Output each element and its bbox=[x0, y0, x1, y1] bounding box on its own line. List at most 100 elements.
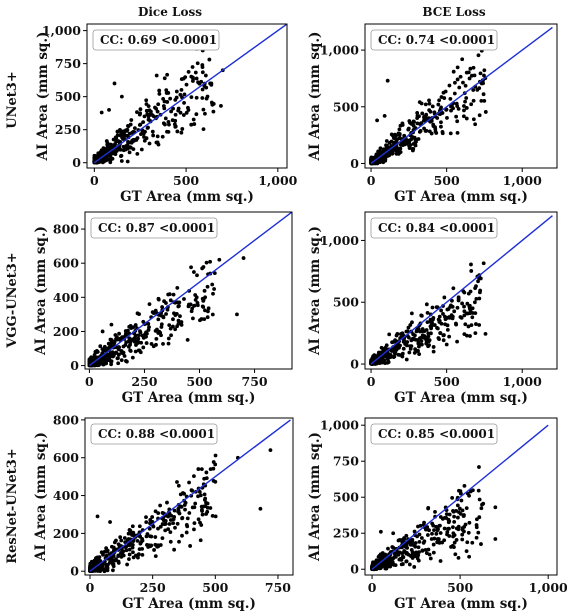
data-point bbox=[198, 520, 202, 525]
data-point bbox=[405, 340, 410, 344]
data-point bbox=[471, 65, 476, 70]
data-point bbox=[425, 310, 430, 315]
data-point bbox=[217, 257, 222, 262]
data-point bbox=[444, 342, 449, 347]
data-point bbox=[161, 314, 165, 319]
data-point bbox=[450, 304, 455, 309]
data-point bbox=[416, 349, 420, 353]
data-point bbox=[471, 88, 476, 92]
data-point bbox=[157, 88, 162, 93]
data-point bbox=[189, 95, 194, 100]
data-point bbox=[184, 82, 189, 87]
data-point bbox=[176, 321, 181, 326]
data-point bbox=[200, 87, 205, 92]
data-point bbox=[128, 122, 133, 127]
data-point bbox=[88, 561, 93, 566]
x-tick-label: 0 bbox=[90, 173, 99, 188]
data-point bbox=[122, 354, 127, 358]
data-point bbox=[451, 508, 455, 513]
data-point bbox=[169, 109, 174, 114]
data-point bbox=[126, 328, 130, 333]
x-tick-label: 0 bbox=[368, 580, 377, 595]
data-point bbox=[156, 526, 160, 531]
data-point bbox=[452, 91, 457, 96]
data-point bbox=[453, 80, 457, 85]
data-point bbox=[235, 312, 239, 317]
data-point bbox=[156, 511, 161, 516]
data-point bbox=[137, 123, 142, 127]
data-point bbox=[212, 271, 217, 276]
data-point bbox=[185, 516, 190, 521]
data-point bbox=[211, 109, 216, 114]
data-point bbox=[201, 298, 206, 303]
data-point bbox=[144, 341, 149, 345]
data-point bbox=[474, 296, 479, 301]
data-point bbox=[468, 66, 473, 71]
data-point bbox=[258, 506, 263, 511]
data-point bbox=[105, 568, 110, 573]
data-point bbox=[127, 527, 132, 532]
data-point bbox=[131, 555, 136, 560]
data-point bbox=[407, 540, 411, 545]
data-point bbox=[191, 75, 195, 80]
data-point bbox=[464, 549, 469, 554]
row-label-unet3plus: UNet3+ bbox=[5, 71, 20, 128]
data-point bbox=[398, 142, 403, 147]
data-point bbox=[456, 515, 460, 520]
data-point bbox=[401, 562, 405, 566]
data-point bbox=[112, 81, 117, 86]
data-point bbox=[100, 329, 105, 334]
data-point bbox=[437, 337, 441, 342]
cc-annotation-text: CC: 0.88 <0.0001 bbox=[98, 427, 215, 441]
data-point bbox=[385, 360, 390, 365]
data-point bbox=[166, 336, 171, 341]
data-point bbox=[192, 527, 196, 532]
data-point bbox=[397, 127, 402, 132]
data-point bbox=[423, 102, 428, 107]
data-point bbox=[444, 107, 449, 112]
data-point bbox=[130, 524, 135, 529]
data-point bbox=[417, 532, 422, 537]
data-point bbox=[431, 315, 436, 320]
y-tick-label: 0 bbox=[350, 357, 359, 372]
data-point bbox=[458, 74, 463, 79]
data-point bbox=[171, 317, 175, 322]
data-point bbox=[204, 500, 208, 505]
data-point bbox=[119, 551, 123, 555]
data-point bbox=[451, 534, 455, 539]
cc-annotation-box bbox=[370, 217, 498, 239]
data-point bbox=[116, 361, 121, 366]
y-axis-label: AI Area (mm sq.) bbox=[307, 32, 323, 162]
data-point bbox=[167, 292, 172, 297]
data-point bbox=[439, 308, 444, 313]
data-point bbox=[107, 358, 112, 362]
data-point bbox=[175, 480, 179, 484]
y-tick-label: 0 bbox=[70, 358, 79, 373]
data-point bbox=[92, 352, 97, 357]
data-point bbox=[445, 116, 449, 120]
data-point bbox=[184, 110, 189, 115]
y-tick-label: 500 bbox=[333, 295, 359, 310]
plot-frame bbox=[86, 23, 288, 169]
data-point bbox=[460, 57, 465, 62]
data-point bbox=[464, 106, 469, 110]
data-point bbox=[428, 119, 433, 124]
data-point bbox=[187, 511, 192, 515]
data-point bbox=[125, 143, 130, 147]
data-point bbox=[410, 553, 415, 557]
data-point bbox=[119, 554, 124, 559]
data-point bbox=[168, 539, 173, 544]
data-point bbox=[109, 322, 114, 327]
data-point bbox=[140, 536, 144, 541]
data-point bbox=[446, 520, 451, 525]
data-point bbox=[453, 552, 458, 557]
data-point bbox=[137, 312, 141, 317]
data-point bbox=[387, 153, 392, 158]
column-title-dice: Dice Loss bbox=[138, 5, 202, 19]
data-point bbox=[410, 537, 415, 542]
data-point bbox=[160, 536, 165, 540]
y-tick-label: 800 bbox=[53, 222, 79, 237]
data-point bbox=[414, 329, 419, 334]
data-point bbox=[144, 102, 149, 107]
data-point bbox=[464, 96, 469, 100]
